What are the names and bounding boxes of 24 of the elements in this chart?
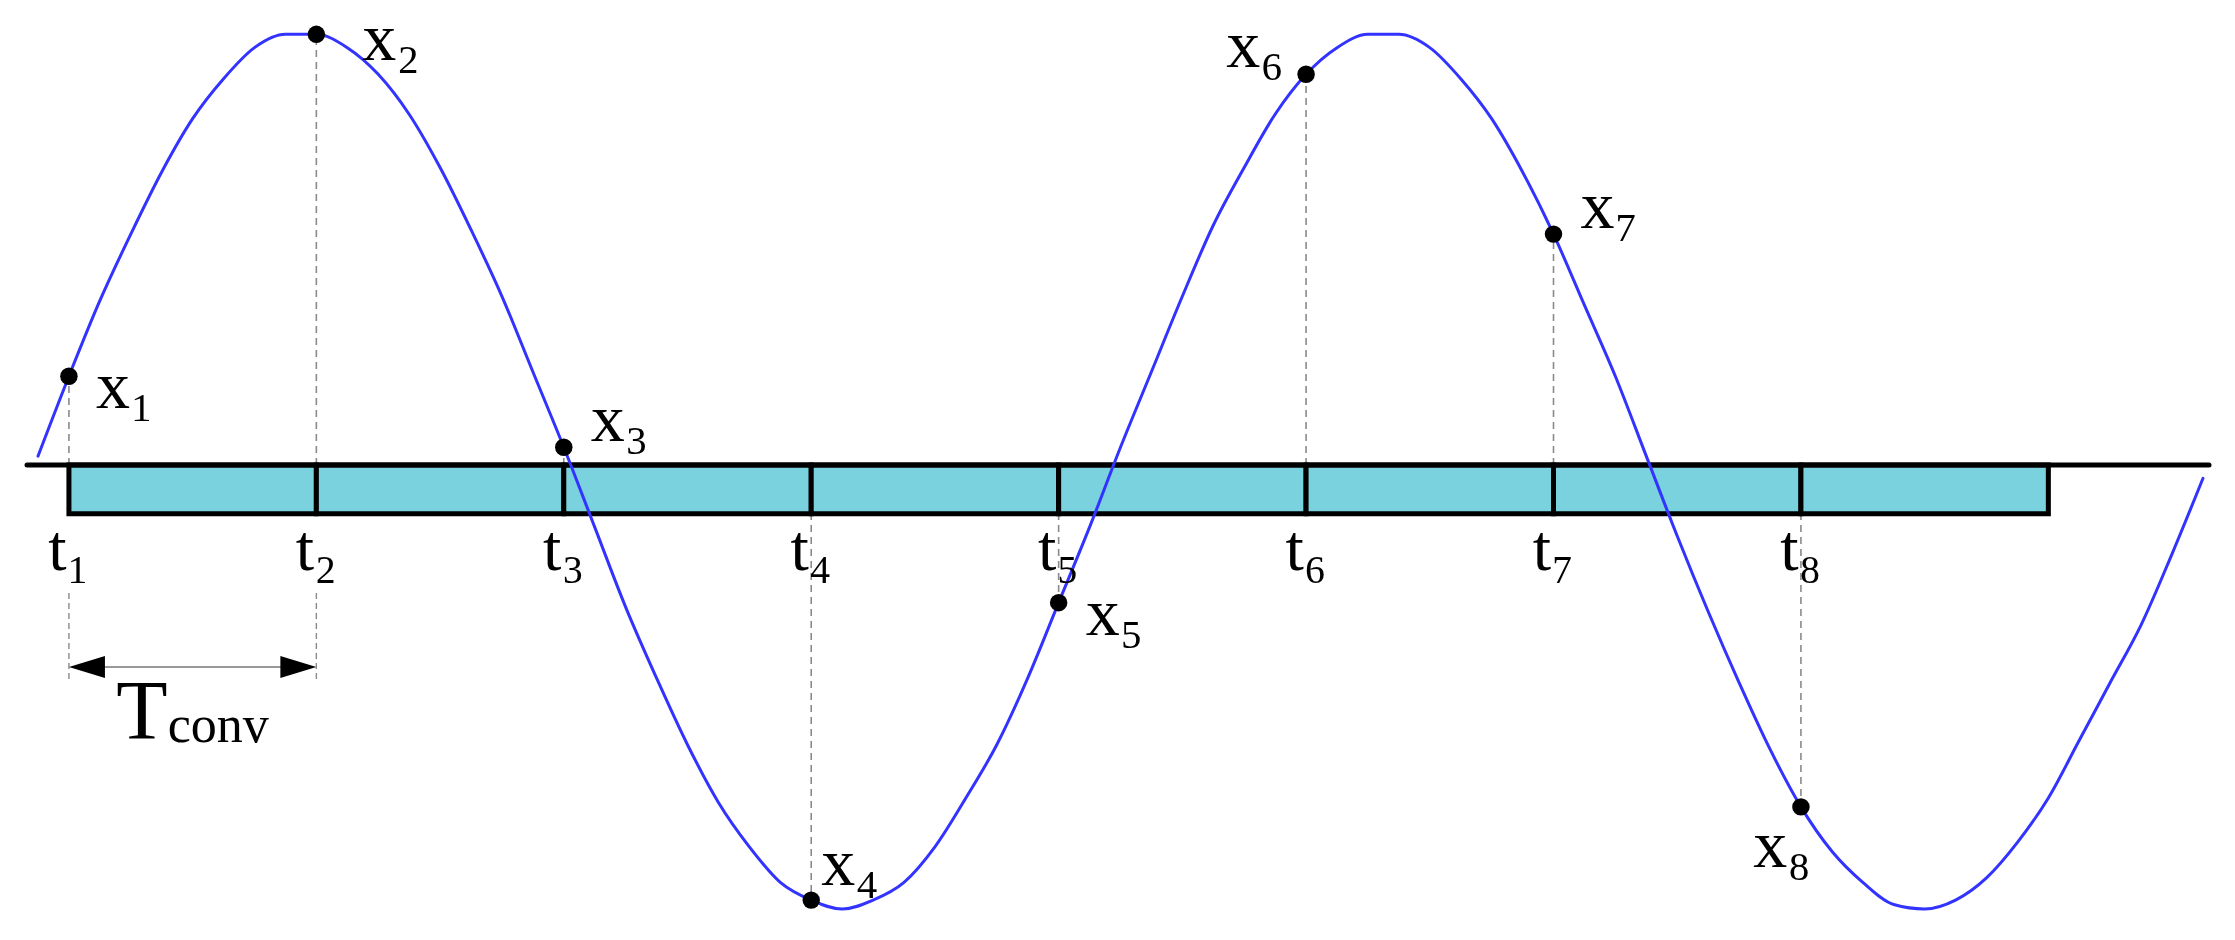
- annotation: x₁: [95, 347, 154, 424]
- annotation: x₂: [362, 0, 421, 76]
- x-tick-label: t₃: [543, 511, 585, 584]
- point: [802, 891, 820, 909]
- point: [1544, 225, 1563, 243]
- annotation: x₇: [1580, 167, 1639, 244]
- point: [1049, 593, 1068, 612]
- x-tick-label: t₄: [790, 511, 832, 584]
- point: [1297, 65, 1315, 83]
- point: [307, 25, 326, 44]
- x-tick-label: t₈: [1780, 511, 1822, 584]
- annotation: x₆: [1226, 6, 1285, 83]
- annotation: x₈: [1753, 805, 1811, 882]
- x-tick-label: t₁: [48, 511, 90, 584]
- x-tick-label: t₂: [295, 511, 338, 584]
- point: [60, 367, 78, 385]
- point: [1792, 798, 1810, 816]
- annotation: x₄: [821, 824, 879, 901]
- point: [555, 438, 573, 456]
- annotation: x₅: [1085, 573, 1144, 650]
- x-tick-label: t₇: [1532, 511, 1575, 584]
- annotation: x₃: [590, 380, 649, 457]
- x-tick-label: t₅: [1037, 511, 1080, 584]
- x-tick-label: t₆: [1285, 511, 1327, 584]
